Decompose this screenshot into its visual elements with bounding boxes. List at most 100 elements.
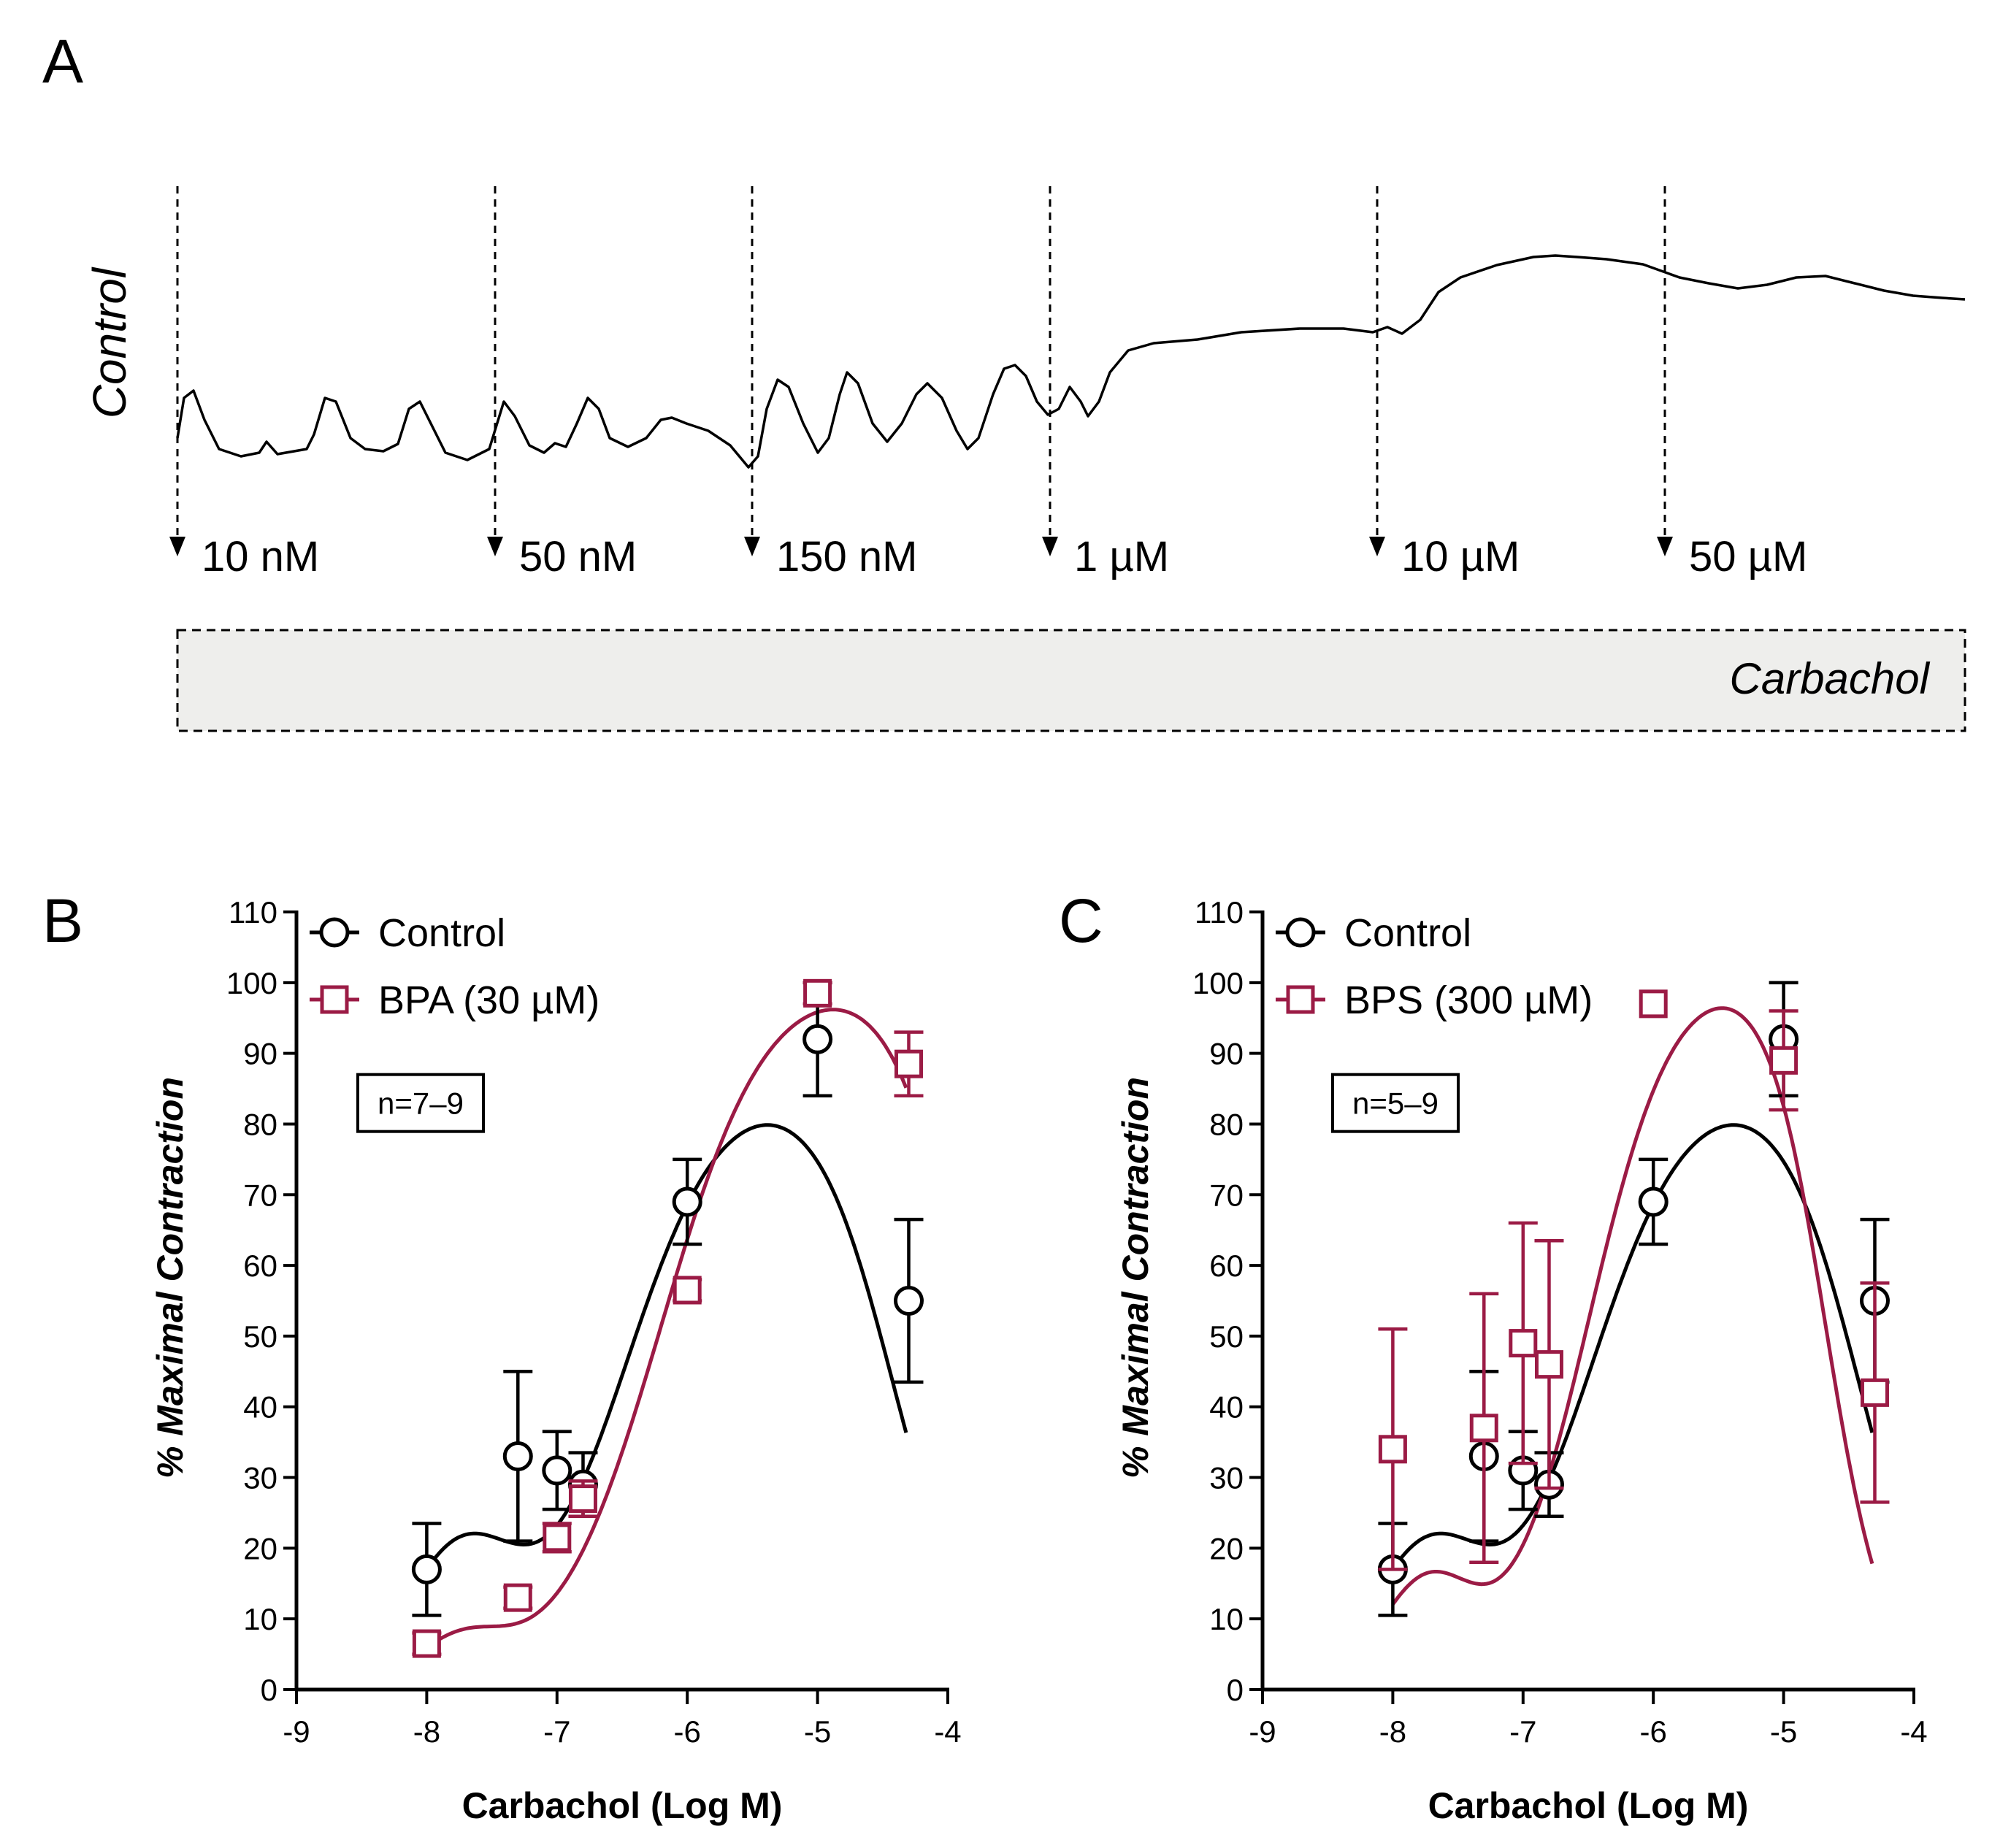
- panel-c: C % Maximal Contraction Carbachol (Log M…: [1059, 886, 1928, 1826]
- x-tick-label: -7: [543, 1714, 570, 1749]
- panel-letter-c: C: [1059, 886, 1103, 955]
- x-tick-label: -4: [1900, 1714, 1927, 1749]
- y-tick-label: 70: [243, 1178, 277, 1212]
- y-tick-label: 30: [243, 1461, 277, 1495]
- y-tick-label: 80: [243, 1107, 277, 1141]
- concentration-label: 150 nM: [776, 533, 917, 580]
- y-tick-label: 100: [1192, 966, 1244, 1000]
- concentration-label: 50 µM: [1689, 533, 1807, 580]
- data-point-circle: [502, 1441, 533, 1471]
- n-box: [356, 1073, 485, 1133]
- y-tick-label: 20: [1209, 1531, 1244, 1565]
- legend: Control BPA (30 µM): [310, 911, 599, 1022]
- data-point-square: [1509, 1329, 1538, 1358]
- data-point-circle: [672, 1186, 702, 1217]
- arrow-head: [487, 537, 503, 556]
- legend-marker-square: [320, 985, 349, 1014]
- x-tick-label: -9: [283, 1714, 310, 1749]
- carbachol-bar-label: Carbachol: [1730, 654, 1931, 703]
- n-label: n=5–9: [1352, 1086, 1439, 1121]
- y-tick-label: 110: [229, 895, 277, 929]
- axes: 0 10 20 30 40 50 60 70 80 90 100 110 -9 -8 -7 -6 -5 -4: [226, 895, 962, 1749]
- data-point-square: [1469, 1414, 1498, 1443]
- arrow-head: [744, 537, 760, 556]
- data-points: [1377, 981, 1890, 1617]
- contraction-trace: [176, 254, 1966, 469]
- n-annotation: n=7–9: [356, 1073, 485, 1133]
- y-tick-label: 90: [243, 1037, 277, 1071]
- carbachol-bar: [176, 629, 1966, 732]
- y-tick-label: 10: [1209, 1602, 1244, 1636]
- concentration-labels: 10 nM 50 nM 150 nM 1 µM 10 µM 50 µM: [202, 533, 1807, 580]
- data-point-square: [803, 978, 832, 1008]
- arrow-head: [1369, 537, 1385, 556]
- x-tick-label: -5: [1770, 1714, 1797, 1749]
- data-point-square: [568, 1484, 597, 1514]
- x-tick-label: -6: [674, 1714, 701, 1749]
- x-axis-label: Carbachol (Log M): [1428, 1785, 1749, 1826]
- data-point-square: [1769, 1046, 1798, 1075]
- n-box: [1331, 1073, 1460, 1133]
- y-tick-label: 60: [1209, 1249, 1244, 1283]
- legend-label: BPA (30 µM): [378, 978, 599, 1022]
- y-tick-label: 0: [261, 1673, 277, 1707]
- concentration-label: 1 µM: [1074, 533, 1169, 580]
- concentration-label: 10 µM: [1401, 533, 1520, 580]
- data-point-square: [894, 1049, 923, 1078]
- concentration-label: 10 nM: [202, 533, 319, 580]
- legend-marker-square: [1286, 985, 1315, 1014]
- y-tick-label: 80: [1209, 1107, 1244, 1141]
- data-point-square: [412, 1629, 441, 1658]
- n-annotation: n=5–9: [1331, 1073, 1460, 1133]
- y-axis-label: % Maximal Contraction: [1115, 1077, 1156, 1479]
- legend-marker-circle: [319, 917, 350, 948]
- legend-label: Control: [378, 911, 505, 955]
- fit-curves: [1391, 1006, 1874, 1606]
- x-tick-label: -9: [1249, 1714, 1276, 1749]
- data-point-square: [1860, 1378, 1889, 1407]
- panel-letter-a: A: [42, 27, 83, 96]
- fit-curve-circle: [1391, 1123, 1874, 1571]
- y-tick-label: 10: [243, 1602, 277, 1636]
- legend: Control BPS (300 µM): [1276, 911, 1593, 1022]
- concentration-label: 50 nM: [519, 533, 637, 580]
- y-tick-label: 30: [1209, 1461, 1244, 1495]
- panel-b: B % Maximal Contraction Carbachol (Log M…: [42, 886, 962, 1826]
- data-point-square: [1639, 989, 1668, 1019]
- y-tick-label: 20: [243, 1531, 277, 1565]
- x-tick-label: -4: [934, 1714, 961, 1749]
- panel-a: A Control 10 nM 50 nM 150 nM 1 µM 10 µM 50 µM…: [42, 27, 1966, 732]
- data-point-circle: [802, 1024, 833, 1054]
- data-point-square: [503, 1583, 532, 1612]
- y-tick-label: 90: [1209, 1037, 1244, 1071]
- fit-curve-square: [1391, 1006, 1874, 1606]
- x-tick-label: -8: [413, 1714, 440, 1749]
- data-point-square: [1378, 1435, 1407, 1464]
- x-tick-label: -5: [804, 1714, 831, 1749]
- x-tick-label: -6: [1640, 1714, 1667, 1749]
- n-label: n=7–9: [378, 1086, 464, 1121]
- data-point-square: [543, 1523, 572, 1552]
- y-tick-label: 0: [1227, 1673, 1244, 1707]
- x-tick-label: -7: [1509, 1714, 1536, 1749]
- legend-label: Control: [1344, 911, 1471, 955]
- data-point-square: [673, 1276, 702, 1305]
- data-points: [411, 978, 924, 1658]
- trace-label: Control: [83, 267, 136, 418]
- y-tick-label: 40: [1209, 1390, 1244, 1425]
- arrow-head: [1042, 537, 1058, 556]
- y-tick-label: 60: [243, 1249, 277, 1283]
- x-tick-label: -8: [1379, 1714, 1406, 1749]
- axes: 0 10 20 30 40 50 60 70 80 90 100 110 -9 -8 -7 -6 -5 -4: [1192, 895, 1928, 1749]
- fit-curve-square: [426, 1008, 908, 1649]
- legend-label: BPS (300 µM): [1344, 978, 1593, 1022]
- legend-marker-circle: [1285, 917, 1316, 948]
- y-tick-label: 70: [1209, 1178, 1244, 1212]
- y-tick-label: 100: [226, 966, 277, 1000]
- panel-letter-b: B: [42, 886, 83, 955]
- data-point-circle: [893, 1286, 924, 1316]
- y-tick-label: 110: [1195, 895, 1244, 929]
- data-point-circle: [1638, 1186, 1669, 1217]
- y-axis-label: % Maximal Contraction: [150, 1077, 191, 1479]
